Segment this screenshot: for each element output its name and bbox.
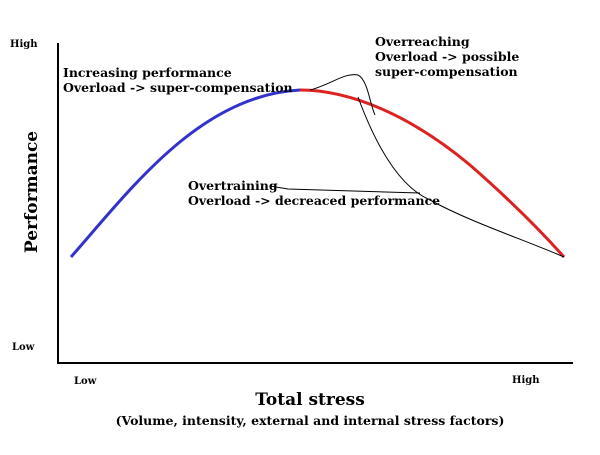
y-axis-title: Performance	[22, 131, 42, 253]
overreaching-label-line1: Overreaching	[375, 34, 470, 49]
overreaching-label-line3: super-compensation	[375, 64, 518, 79]
overreaching-curve	[309, 74, 376, 116]
overtraining-label-line2: Overload -> decreaced performance	[188, 193, 440, 208]
increasing-label-line2: Overload -> super-compensation	[63, 80, 293, 95]
overtraining-label-line1: Overtraining	[188, 178, 278, 193]
y-axis-high-label: High	[10, 39, 38, 50]
x-axis-title: Total stress	[255, 390, 365, 410]
declining-performance-curve	[299, 88, 566, 258]
x-axis-subtitle: (Volume, intensity, external and interna…	[116, 413, 505, 428]
x-axis-low-label: Low	[74, 376, 97, 387]
overtraining-pointer-line	[269, 185, 421, 194]
x-axis-high-label: High	[512, 375, 540, 386]
increasing-label-line1: Increasing performance	[63, 65, 232, 80]
y-axis-low-label: Low	[12, 342, 35, 353]
increasing-performance-curve	[69, 88, 301, 258]
overreaching-label-line2: Overload -> possible	[375, 49, 519, 64]
overtraining-curve	[357, 96, 565, 258]
